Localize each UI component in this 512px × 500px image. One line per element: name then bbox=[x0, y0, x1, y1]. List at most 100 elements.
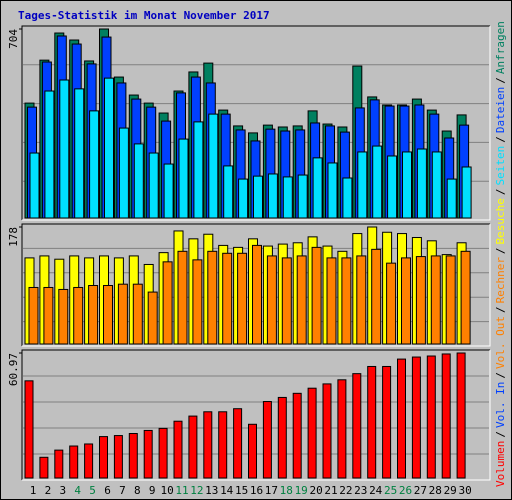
bar bbox=[445, 255, 456, 345]
bar bbox=[222, 252, 233, 345]
bar bbox=[401, 257, 411, 345]
bar bbox=[44, 90, 55, 219]
x-tick-label: 28 bbox=[429, 484, 442, 497]
legend-separator: / bbox=[494, 188, 507, 195]
x-tick-label: 24 bbox=[369, 484, 383, 497]
bar bbox=[28, 286, 39, 345]
bar bbox=[372, 145, 383, 219]
x-tick-label: 8 bbox=[134, 484, 141, 497]
bar bbox=[311, 246, 322, 345]
bar bbox=[327, 162, 338, 219]
bar bbox=[386, 262, 397, 345]
bar bbox=[84, 443, 94, 479]
bar bbox=[133, 143, 144, 219]
bar bbox=[118, 127, 129, 219]
bar bbox=[387, 155, 398, 219]
bar bbox=[88, 285, 99, 345]
bar bbox=[341, 257, 352, 345]
x-tick-label: 9 bbox=[149, 484, 156, 497]
bar bbox=[248, 423, 257, 479]
bar bbox=[356, 255, 367, 345]
bar bbox=[203, 411, 213, 479]
bar bbox=[461, 166, 472, 219]
bar bbox=[252, 244, 262, 345]
bar bbox=[415, 256, 426, 345]
panel-border-light bbox=[22, 224, 491, 347]
bar bbox=[158, 427, 168, 479]
x-tick-label: 22 bbox=[339, 484, 352, 497]
bar bbox=[173, 420, 183, 479]
bar bbox=[371, 248, 382, 345]
bar bbox=[267, 173, 278, 219]
bar bbox=[143, 429, 153, 479]
panel-border-light bbox=[22, 26, 491, 221]
bar bbox=[74, 88, 85, 219]
legend-separator: / bbox=[494, 136, 507, 143]
x-tick-label: 18 bbox=[280, 484, 293, 497]
bar bbox=[177, 250, 188, 345]
bar bbox=[357, 151, 368, 219]
bar bbox=[441, 353, 451, 479]
x-tick-label: 6 bbox=[104, 484, 111, 497]
bar bbox=[163, 163, 174, 219]
x-tick-label: 21 bbox=[324, 484, 337, 497]
y-tick-label: 60.97 bbox=[7, 353, 20, 386]
panel-border-dark bbox=[21, 25, 490, 220]
x-tick-label: 10 bbox=[160, 484, 173, 497]
bar bbox=[397, 358, 406, 479]
bar bbox=[39, 456, 49, 479]
x-tick-label: 5 bbox=[89, 484, 96, 497]
legend-separator: / bbox=[494, 247, 507, 254]
legend-entry: Vol. Out bbox=[494, 316, 507, 369]
bar bbox=[43, 286, 54, 345]
panel-border-dark bbox=[21, 349, 490, 480]
bar bbox=[178, 138, 189, 219]
bar bbox=[162, 261, 173, 345]
bar bbox=[29, 152, 40, 219]
x-tick-label: 23 bbox=[354, 484, 367, 497]
bar bbox=[58, 288, 69, 345]
bar bbox=[281, 257, 292, 345]
x-tick-label: 7 bbox=[119, 484, 126, 497]
legend: Volumen / Vol. In / Vol. Out / Rechner / Besuche… bbox=[494, 21, 507, 487]
bar bbox=[430, 255, 441, 345]
bar bbox=[296, 255, 307, 345]
bar bbox=[89, 110, 100, 219]
panel-border-light bbox=[22, 350, 491, 481]
legend-entry: Seiten bbox=[494, 146, 507, 186]
bar bbox=[456, 352, 466, 479]
bar bbox=[238, 178, 249, 219]
bar bbox=[416, 148, 427, 219]
x-tick-label: 19 bbox=[295, 484, 308, 497]
bar bbox=[352, 373, 362, 479]
legend-entry: Vol. In bbox=[494, 382, 507, 428]
bar bbox=[104, 77, 114, 219]
bar bbox=[277, 396, 287, 479]
bar bbox=[297, 174, 308, 219]
bar bbox=[73, 286, 84, 345]
bar bbox=[292, 392, 302, 479]
bar bbox=[367, 365, 377, 479]
bar bbox=[128, 433, 138, 479]
x-tick-label: 3 bbox=[59, 484, 66, 497]
bar bbox=[326, 257, 337, 345]
bar bbox=[117, 283, 128, 345]
x-tick-label: 14 bbox=[220, 484, 234, 497]
bar bbox=[337, 379, 347, 479]
bar bbox=[237, 252, 248, 345]
bar bbox=[208, 113, 219, 219]
x-tick-label: 29 bbox=[444, 484, 457, 497]
bar bbox=[207, 250, 218, 345]
legend-separator: / bbox=[494, 431, 507, 438]
bar bbox=[411, 356, 421, 479]
legend-separator: / bbox=[494, 306, 507, 313]
x-tick-label: 25 bbox=[384, 484, 397, 497]
legend-entry: Dateien bbox=[494, 87, 507, 133]
x-tick-label: 20 bbox=[309, 484, 322, 497]
x-tick-label: 4 bbox=[74, 484, 81, 497]
bar bbox=[132, 283, 143, 345]
bar bbox=[193, 121, 204, 219]
bar bbox=[148, 152, 159, 219]
bar bbox=[382, 365, 392, 479]
